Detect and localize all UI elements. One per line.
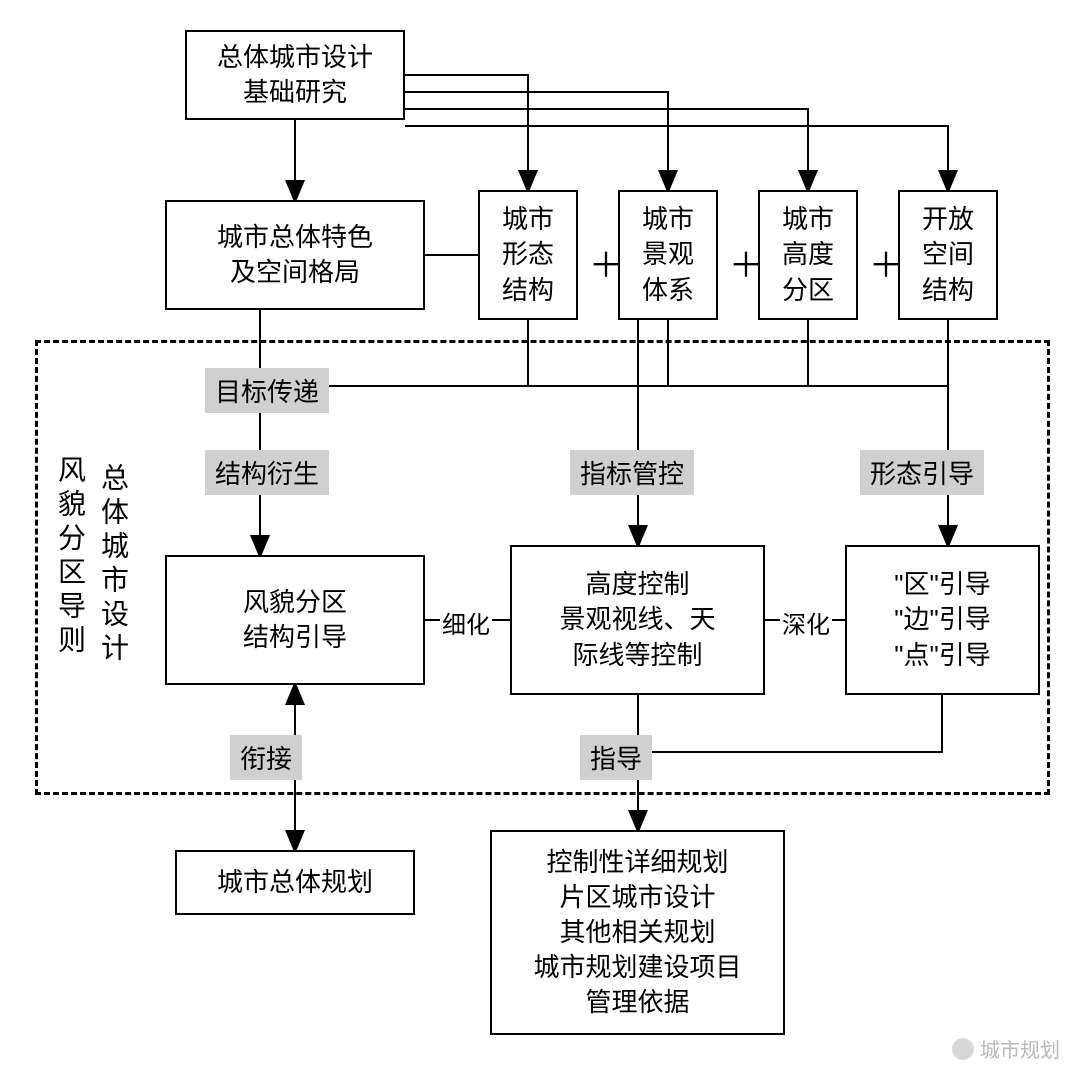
- label-deepen: 深化: [780, 605, 832, 640]
- box-b1-text: 城市形态结构: [502, 202, 554, 307]
- label-link: 衔接: [230, 735, 302, 780]
- vlabel-outer: 风貌分区导则: [50, 455, 90, 659]
- box-bot1-text: 城市总体规划: [217, 865, 373, 900]
- box-top-text: 总体城市设计基础研究: [217, 40, 373, 110]
- plus-2: ＋: [729, 238, 763, 287]
- watermark-text: 城市规划: [980, 1034, 1060, 1063]
- watermark: 城市规划: [952, 1034, 1060, 1063]
- vlabel-inner: 总体城市设计: [93, 463, 133, 667]
- watermark-icon: [952, 1038, 974, 1060]
- box-char: 城市总体特色及空间格局: [165, 200, 425, 310]
- box-mid1: 风貌分区结构引导: [165, 555, 425, 685]
- box-b3: 城市高度分区: [758, 190, 858, 320]
- box-mid3: "区"引导"边"引导"点"引导: [845, 545, 1040, 695]
- box-b2-text: 城市景观体系: [642, 202, 694, 307]
- box-b1: 城市形态结构: [478, 190, 578, 320]
- plus-3: ＋: [869, 238, 903, 287]
- label-guide: 指导: [580, 735, 652, 780]
- box-mid2-text: 高度控制景观视线、天际线等控制: [559, 567, 715, 672]
- label-index: 指标管控: [570, 450, 694, 495]
- box-b2: 城市景观体系: [618, 190, 718, 320]
- box-mid1-text: 风貌分区结构引导: [243, 585, 347, 655]
- label-form: 形态引导: [860, 450, 984, 495]
- box-bot2-text: 控制性详细规划片区城市设计其他相关规划城市规划建设项目管理依据: [533, 845, 741, 1020]
- box-char-text: 城市总体特色及空间格局: [217, 220, 373, 290]
- label-refine: 细化: [440, 605, 492, 640]
- box-b3-text: 城市高度分区: [782, 202, 834, 307]
- box-top: 总体城市设计基础研究: [185, 30, 405, 120]
- label-target: 目标传递: [205, 368, 329, 413]
- box-mid3-text: "区"引导"边"引导"点"引导: [894, 567, 990, 672]
- box-mid2: 高度控制景观视线、天际线等控制: [510, 545, 765, 695]
- label-struct: 结构衍生: [205, 450, 329, 495]
- plus-1: ＋: [589, 238, 623, 287]
- box-bot2: 控制性详细规划片区城市设计其他相关规划城市规划建设项目管理依据: [490, 830, 785, 1035]
- box-b4: 开放空间结构: [898, 190, 998, 320]
- box-b4-text: 开放空间结构: [922, 202, 974, 307]
- box-bot1: 城市总体规划: [175, 850, 415, 915]
